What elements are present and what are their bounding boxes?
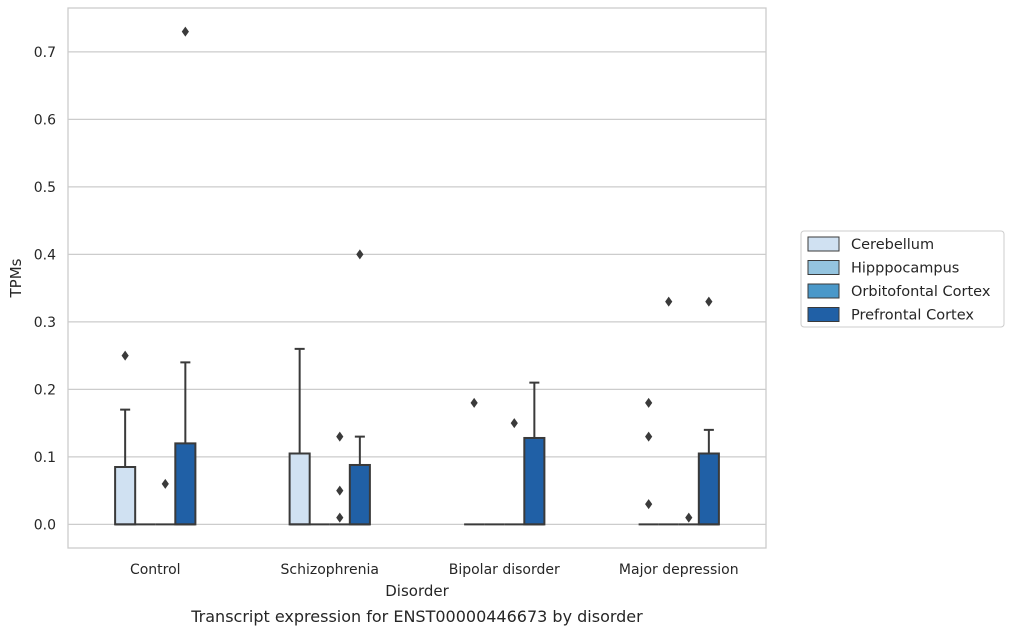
box-orbitofontal-cortex-major-depression bbox=[678, 512, 699, 526]
outlier-point bbox=[645, 397, 653, 408]
outlier-point bbox=[336, 485, 344, 496]
box-orbitofontal-cortex-control bbox=[155, 478, 176, 526]
outlier-point bbox=[645, 431, 653, 442]
x-tick-label: Bipolar disorder bbox=[449, 562, 560, 578]
outlier-point bbox=[470, 397, 478, 408]
outlier-point bbox=[181, 26, 189, 37]
x-tick-labels: Control Schizophrenia Bipolar disorder Majo… bbox=[130, 562, 739, 578]
x-tick-label: Major depression bbox=[619, 562, 739, 578]
outlier-point bbox=[510, 418, 518, 429]
y-tick-label: 0.7 bbox=[34, 45, 56, 61]
y-gridlines bbox=[68, 51, 766, 525]
x-tick-label: Schizophrenia bbox=[281, 562, 379, 578]
y-tick-label: 0.6 bbox=[34, 112, 56, 128]
box-cerebellum-control bbox=[114, 350, 137, 526]
legend-swatch-cerebellum bbox=[807, 236, 840, 252]
outlier-point bbox=[665, 296, 673, 307]
box-body bbox=[523, 436, 546, 526]
outlier-point bbox=[705, 296, 713, 307]
outlier-point bbox=[336, 431, 344, 442]
box-layer bbox=[114, 26, 720, 526]
y-tick-label: 0.3 bbox=[34, 315, 56, 331]
legend-frame bbox=[800, 230, 1005, 328]
box-cerebellum-major-depression bbox=[638, 397, 659, 526]
chart-caption: Transcript expression for ENST0000044667… bbox=[190, 607, 643, 626]
box-hipppocampus-major-depression bbox=[658, 296, 679, 526]
outlier-point bbox=[356, 249, 364, 260]
legend-label-hipppocampus: Hipppocampus bbox=[851, 261, 959, 277]
legend: Cerebellum Hipppocampus Orbitofontal Corte… bbox=[800, 230, 1005, 328]
x-axis-label: Disorder bbox=[385, 582, 449, 600]
y-tick-label: 0.5 bbox=[34, 180, 56, 196]
y-axis-label: TPMs bbox=[7, 258, 25, 298]
box-body bbox=[288, 452, 311, 526]
outlier-point bbox=[685, 512, 693, 523]
y-tick-label: 0.0 bbox=[34, 517, 56, 533]
box-prefrontal-cortex-bipolar-disorder bbox=[523, 381, 546, 526]
x-tick-label: Control bbox=[130, 562, 181, 578]
outlier-point bbox=[121, 350, 129, 361]
legend-label-prefrontal-cortex: Prefrontal Cortex bbox=[851, 308, 974, 324]
box-orbitofontal-cortex-schizophrenia bbox=[329, 431, 350, 526]
legend-label-orbitofontal-cortex: Orbitofontal Cortex bbox=[851, 284, 991, 300]
legend-swatch-orbitofontal-cortex bbox=[807, 283, 840, 299]
legend-swatch-hipppocampus bbox=[807, 260, 840, 275]
y-tick-labels: 0.0 0.1 0.2 0.3 0.4 0.5 0.6 0.7 bbox=[34, 45, 56, 534]
legend-swatch-prefrontal-cortex bbox=[807, 307, 840, 322]
box-cerebellum-schizophrenia bbox=[288, 347, 311, 526]
box-body bbox=[348, 463, 371, 526]
plot-frame bbox=[67, 7, 767, 549]
outlier-point bbox=[645, 499, 653, 510]
y-tick-label: 0.1 bbox=[34, 450, 56, 466]
box-cerebellum-bipolar-disorder bbox=[464, 397, 485, 526]
outlier-point bbox=[161, 478, 169, 489]
box-body bbox=[174, 442, 197, 526]
box-prefrontal-cortex-schizophrenia bbox=[348, 249, 371, 526]
outlier-point bbox=[336, 512, 344, 523]
legend-label-cerebellum: Cerebellum bbox=[851, 237, 934, 253]
legend-items: Cerebellum Hipppocampus Orbitofontal Corte… bbox=[807, 236, 991, 324]
box-prefrontal-cortex-major-depression bbox=[697, 296, 720, 526]
y-tick-label: 0.2 bbox=[34, 382, 56, 398]
box-body bbox=[697, 452, 720, 526]
box-orbitofontal-cortex-bipolar-disorder bbox=[504, 418, 525, 526]
box-body bbox=[114, 466, 137, 526]
y-tick-label: 0.4 bbox=[34, 247, 56, 263]
box-prefrontal-cortex-control bbox=[174, 26, 197, 526]
